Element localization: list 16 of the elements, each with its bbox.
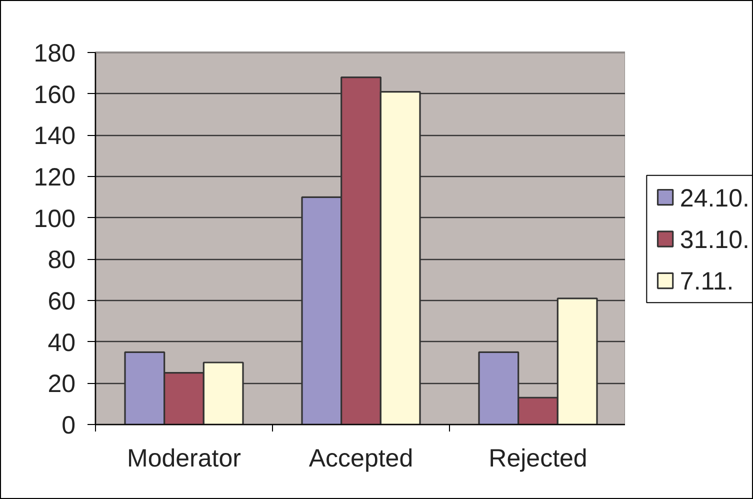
y-tick-label: 160: [34, 80, 76, 109]
y-tick-label: 0: [62, 412, 76, 440]
y-tick-label: 100: [34, 204, 76, 233]
x-tick-label: Moderator: [127, 444, 241, 472]
y-tick-label: 80: [48, 246, 76, 274]
y-tick-label: 40: [48, 328, 76, 357]
y-tick-label: 20: [48, 370, 76, 398]
legend-label: 24.10.: [680, 184, 750, 212]
x-tick-label: Accepted: [308, 444, 414, 472]
legend-label: 31.10.: [680, 226, 750, 254]
legend-label: 7.11.: [680, 268, 734, 296]
x-tick-label: Rejected: [488, 444, 588, 472]
y-tick-label: 140: [34, 122, 76, 150]
y-tick-label: 180: [34, 40, 76, 68]
y-tick-label: 60: [48, 288, 76, 316]
y-tick-label: 120: [34, 164, 76, 192]
